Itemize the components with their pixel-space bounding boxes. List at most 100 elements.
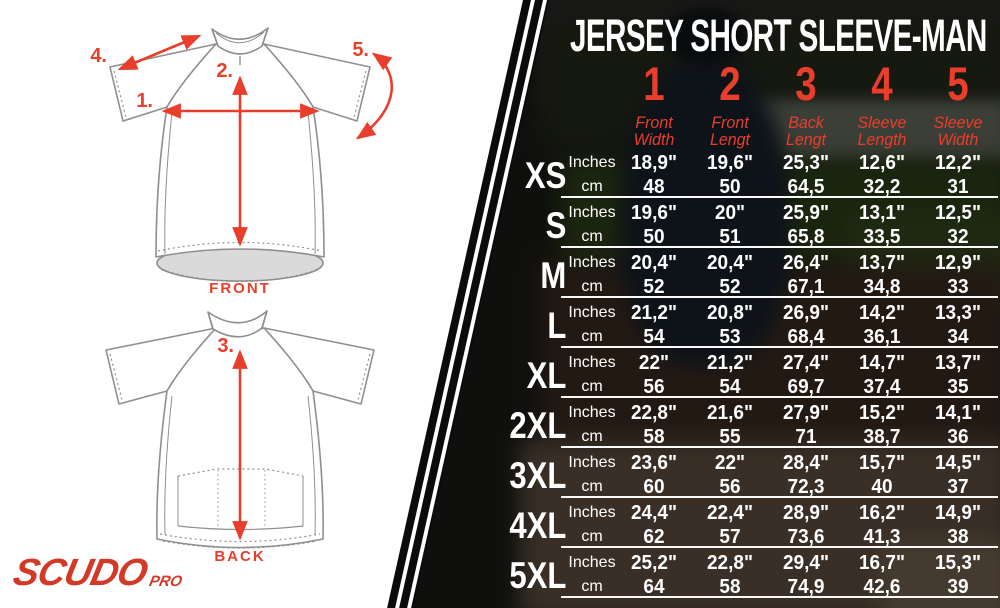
row-separator	[561, 396, 998, 398]
unit-inches-label: Inches	[568, 254, 616, 271]
measurement-cell: 27,9" 71	[782, 402, 829, 448]
measurement-cell: 14,1" 36	[934, 402, 981, 448]
unit-inches-label: Inches	[568, 354, 616, 371]
measurement-cell: 16,2" 41,3	[858, 502, 905, 548]
front-label: FRONT	[209, 280, 271, 297]
row-separator	[561, 296, 998, 298]
row-separator	[561, 246, 998, 248]
measurement-cell: 28,9" 73,6	[782, 502, 829, 548]
cyclist-silhouette	[620, 55, 790, 365]
measurement-cell: 12,5" 32	[934, 202, 981, 248]
measurement-cell: 29,4" 74,9	[782, 552, 829, 598]
measurement-cell: 23,6" 60	[630, 452, 677, 498]
measurement-cell: 25,3" 64,5	[782, 152, 829, 198]
measurement-cell: 27,4" 69,7	[782, 352, 829, 398]
measurement-cell: 13,7" 35	[934, 352, 981, 398]
row-separator	[561, 596, 998, 598]
size-row: S Inches cm 19,6" 50 20" 51 25,9" 65,8 13,1" 33…	[504, 200, 998, 250]
measure-arrow-4	[117, 34, 202, 71]
table-rows: XS Inches cm 18,9" 48 19,6" 50 25,3" 64,5 12,6…	[504, 150, 998, 600]
measurement-cell: 26,9" 68,4	[782, 302, 829, 348]
table-header: 1 Front Width 2 Front Lengt 3 Back Lengt 4 …	[504, 57, 996, 149]
measurement-cell: 26,4" 67,1	[782, 252, 829, 298]
brand-name: SCUDO	[9, 552, 151, 594]
unit-labels: Inches cm	[568, 200, 616, 250]
row-separator	[561, 446, 998, 448]
measurement-cell: 22" 56	[714, 452, 746, 498]
column-header-2: 2 Front Lengt	[709, 57, 750, 149]
unit-labels: Inches cm	[568, 300, 616, 350]
row-separator	[561, 196, 998, 198]
measurement-cell: 28,4" 72,3	[782, 452, 829, 498]
size-row: 5XL Inches cm 25,2" 64 22,8" 58 29,4" 74,9 16,…	[504, 550, 998, 600]
row-separator	[561, 546, 998, 548]
measurement-cell: 14,2" 36,1	[858, 302, 905, 348]
size-table: JERSEY SHORT SLEEVE-MAN 1 Front Width 2 F…	[504, 0, 998, 608]
unit-inches-label: Inches	[568, 404, 616, 421]
measurement-cell: 22,8" 58	[706, 552, 753, 598]
size-label: M	[540, 254, 567, 296]
unit-cm-label: cm	[581, 328, 603, 345]
measurement-cell: 14,9" 38	[934, 502, 981, 548]
measurement-cell: 15,7" 40	[858, 452, 905, 498]
size-label: S	[545, 204, 567, 246]
size-label: 4XL	[509, 504, 567, 546]
brand-suffix: PRO	[147, 573, 184, 590]
unit-inches-label: Inches	[568, 204, 616, 221]
size-label: 3XL	[509, 454, 567, 496]
measurement-cell: 18,9" 48	[630, 152, 677, 198]
marker-3-label: 3.	[217, 335, 234, 357]
helmet-silhouette	[663, 8, 749, 63]
size-row: L Inches cm 21,2" 54 20,8" 53 26,9" 68,4 14,2"…	[504, 300, 998, 350]
measurement-cell: 13,7" 34,8	[858, 252, 905, 298]
page-title: JERSEY SHORT SLEEVE-MAN	[570, 10, 987, 61]
unit-cm-label: cm	[581, 578, 603, 595]
measurement-cell: 22,8" 58	[630, 402, 677, 448]
brand-logo: SCUDO PRO	[9, 552, 187, 594]
column-header-4: 4 Sleeve Length	[857, 57, 907, 149]
measurement-cell: 16,7" 42,6	[858, 552, 905, 598]
measurement-cell: 22" 56	[638, 352, 670, 398]
measurement-cell: 15,3" 39	[934, 552, 981, 598]
measurement-cell: 22,4" 57	[706, 502, 753, 548]
measurement-cell: 21,6" 55	[706, 402, 753, 448]
size-row: M Inches cm 20,4" 52 20,4" 52 26,4" 67,1 13,7"…	[504, 250, 998, 300]
measurement-cell: 20,4" 52	[630, 252, 677, 298]
unit-cm-label: cm	[581, 228, 603, 245]
measurement-cell: 13,1" 33,5	[858, 202, 905, 248]
unit-cm-label: cm	[581, 278, 603, 295]
unit-inches-label: Inches	[568, 554, 616, 571]
measurement-cell: 20,4" 52	[706, 252, 753, 298]
back-label: BACK	[214, 548, 265, 565]
measurement-cell: 12,6" 32,2	[858, 152, 905, 198]
unit-inches-label: Inches	[568, 154, 616, 171]
measurement-cell: 13,3" 34	[934, 302, 981, 348]
measurement-cell: 24,4" 62	[630, 502, 677, 548]
measurement-cell: 14,5" 37	[934, 452, 981, 498]
size-row: XL Inches cm 22" 56 21,2" 54 27,4" 69,7 14,7" 3…	[504, 350, 998, 400]
marker-5-label: 5.	[352, 39, 369, 61]
measurement-cell: 12,2" 31	[934, 152, 981, 198]
size-row: 2XL Inches cm 22,8" 58 21,6" 55 27,9" 71 15,2"…	[504, 400, 998, 450]
measurement-cell: 25,9" 65,8	[782, 202, 829, 248]
unit-cm-label: cm	[581, 528, 603, 545]
unit-cm-label: cm	[581, 378, 603, 395]
column-header-3: 3 Back Lengt	[785, 57, 826, 149]
unit-labels: Inches cm	[568, 150, 616, 200]
measurement-cell: 19,6" 50	[706, 152, 753, 198]
measurement-cell: 20" 51	[714, 202, 746, 248]
measurement-arrows	[117, 34, 394, 541]
measurement-cell: 20,8" 53	[706, 302, 753, 348]
unit-labels: Inches cm	[568, 400, 616, 450]
row-separator	[561, 496, 998, 498]
size-label: 5XL	[509, 554, 567, 596]
unit-inches-label: Inches	[568, 304, 616, 321]
measure-arrow-5	[355, 52, 394, 140]
unit-labels: Inches cm	[568, 550, 616, 600]
unit-cm-label: cm	[581, 178, 603, 195]
jersey-measurement-diagram: 4. 2. 1. 5. 3. FRONT BACK	[90, 27, 394, 565]
unit-labels: Inches cm	[568, 350, 616, 400]
measurement-cell: 12,9" 33	[934, 252, 981, 298]
